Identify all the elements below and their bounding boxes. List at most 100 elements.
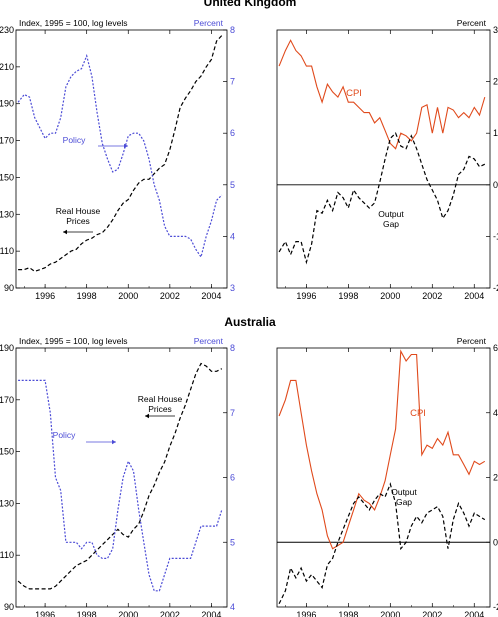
right-axis-label: Percent (194, 18, 224, 28)
y-right-tick-label: -2 (493, 602, 498, 612)
x-tick-label: 2000 (380, 291, 400, 301)
annotation-arrowhead (63, 229, 67, 235)
chart-uk-house-prices-policy: 1996 1998 2000 2002 2004 90 110 130 150 170 190 210… (0, 18, 235, 301)
section-title-australia: Australia (224, 315, 276, 329)
y-left-tick-label: 150 (0, 172, 14, 182)
y-left-tick-label: 130 (0, 209, 14, 219)
y-left-tick-label: 130 (0, 498, 14, 508)
annotation-line: Output (391, 487, 417, 497)
x-tick-label: 2004 (201, 291, 221, 301)
x-tick-label: 1998 (338, 291, 358, 301)
series-line-policy (17, 53, 223, 259)
annotation-line: Prices (148, 404, 172, 414)
x-tick-label: 1996 (35, 610, 55, 617)
y-right-tick-label: -2 (493, 283, 498, 293)
y-left-tick-label: 190 (0, 343, 14, 353)
left-axis-label: Index, 1995 = 100, log levels (19, 336, 127, 346)
annotation-line: Prices (66, 216, 90, 226)
y-right-tick-label: 5 (230, 180, 235, 190)
x-tick-label: 1998 (338, 610, 358, 617)
x-tick-label: 2002 (422, 610, 442, 617)
y-left-tick-label: 210 (0, 62, 14, 72)
x-tick-label: 2002 (160, 291, 180, 301)
annotation-cpi: CPI (346, 88, 362, 99)
x-tick-label: 2000 (118, 291, 138, 301)
annotation-policy: Policy (53, 430, 76, 440)
annotation-arrowhead (112, 439, 116, 445)
x-tick-label: 1998 (77, 291, 97, 301)
series-line-real-house-prices (18, 35, 223, 273)
annotation-line: Output (378, 209, 404, 219)
x-tick-label: 1998 (77, 610, 97, 617)
annotation-line: Gap (383, 219, 399, 229)
series-line-policy (18, 379, 223, 592)
annotation-real-house-prices: Real House Prices (138, 394, 183, 414)
chart-australia-house-prices-policy: 1996 1998 2000 2002 2004 90 110 130 150 170 190 4 5 6… (0, 336, 235, 617)
x-tick-label: 2002 (160, 610, 180, 617)
left-axis-label: Index, 1995 = 100, log levels (19, 18, 127, 28)
y-right-tick-label: 0 (493, 537, 498, 547)
annotation-cpi: CPI (410, 408, 426, 419)
series-line-output-gap (278, 482, 486, 605)
annotation-output-gap: Output Gap (391, 487, 417, 507)
annotation-output-gap: Output Gap (378, 209, 404, 229)
y-right-tick-label: 8 (230, 25, 235, 35)
x-tick-label: 2004 (201, 610, 221, 617)
chart-australia-cpi-output-gap: 1996 1998 2000 2002 2004 -2 0 2 4 6 Percent CPI Outp… (276, 336, 498, 617)
x-tick-label: 1996 (296, 291, 316, 301)
y-right-tick-label: 3 (493, 25, 498, 35)
y-right-tick-label: 4 (230, 602, 235, 612)
x-tick-label: 2000 (380, 610, 400, 617)
section-title-uk: United Kingdom (204, 0, 297, 9)
y-right-tick-label: 2 (493, 473, 498, 483)
y-left-tick-label: 110 (0, 246, 14, 256)
right-axis-label: Percent (457, 18, 487, 28)
y-right-tick-label: 3 (230, 283, 235, 293)
y-left-tick-label: 230 (0, 25, 14, 35)
y-right-tick-label: 2 (493, 77, 498, 87)
plot-frame (276, 29, 491, 289)
x-tick-label: 1996 (296, 610, 316, 617)
y-right-tick-label: 6 (230, 473, 235, 483)
right-axis-label: Percent (457, 336, 487, 346)
annotation-arrowhead (124, 143, 128, 149)
series-line-cpi (278, 39, 486, 150)
y-right-tick-label: 1 (493, 128, 498, 138)
plot-frame (15, 347, 228, 608)
annotation-line: Gap (396, 497, 412, 507)
y-right-tick-label: -1 (493, 231, 498, 241)
series-line-output-gap (278, 132, 486, 265)
x-tick-label: 1996 (35, 291, 55, 301)
y-right-tick-label: 6 (230, 128, 235, 138)
x-tick-label: 2004 (464, 291, 484, 301)
y-left-tick-label: 90 (4, 602, 14, 612)
plot-frame (276, 347, 491, 608)
y-left-tick-label: 150 (0, 447, 14, 457)
y-right-tick-label: 0 (493, 180, 498, 190)
y-right-tick-label: 4 (493, 408, 498, 418)
y-right-tick-label: 7 (230, 408, 235, 418)
y-left-tick-label: 170 (0, 136, 14, 146)
y-right-tick-label: 8 (230, 343, 235, 353)
x-tick-label: 2002 (422, 291, 442, 301)
y-left-tick-label: 170 (0, 395, 14, 405)
chart-uk-cpi-output-gap: 1996 1998 2000 2002 2004 -2 -1 0 1 2 3 Percent CPI Ou… (276, 18, 498, 301)
y-left-tick-label: 190 (0, 99, 14, 109)
series-line-cpi (278, 349, 486, 550)
annotation-arrowhead (145, 413, 149, 419)
annotation-real-house-prices: Real House Prices (56, 206, 101, 226)
x-tick-label: 2004 (464, 610, 484, 617)
annotation-line: Real House (56, 206, 101, 216)
y-right-tick-label: 5 (230, 537, 235, 547)
annotation-policy: Policy (63, 135, 86, 145)
annotation-line: Real House (138, 394, 183, 404)
y-left-tick-label: 110 (0, 550, 14, 560)
plot-frame (15, 29, 228, 289)
y-left-tick-label: 90 (4, 283, 14, 293)
right-axis-label: Percent (194, 336, 224, 346)
x-tick-label: 2000 (118, 610, 138, 617)
y-right-tick-label: 4 (230, 231, 235, 241)
y-right-tick-label: 6 (493, 343, 498, 353)
y-right-tick-label: 7 (230, 77, 235, 87)
